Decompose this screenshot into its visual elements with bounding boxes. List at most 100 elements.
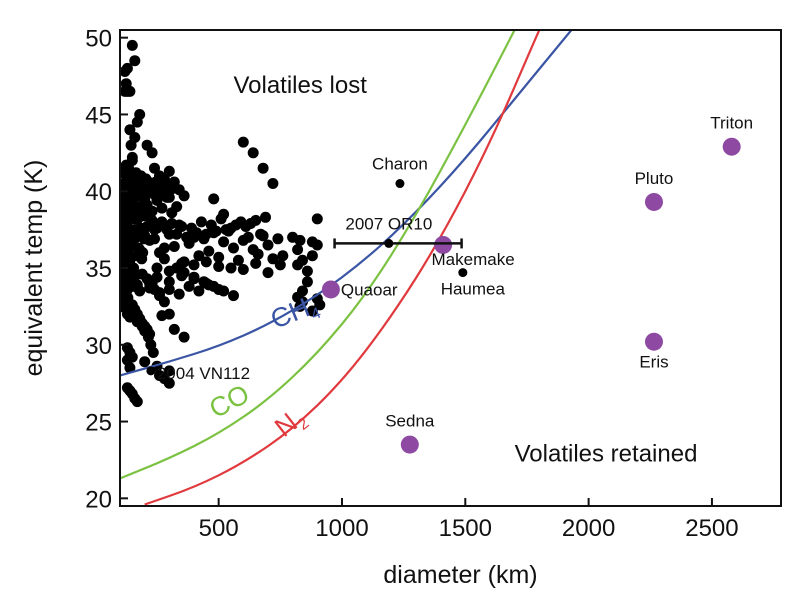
label-haumea: Haumea	[441, 280, 506, 299]
population-point	[188, 259, 200, 271]
population-point	[306, 305, 318, 317]
population-point	[146, 205, 158, 217]
population-point	[228, 242, 239, 254]
population-point	[158, 253, 170, 265]
population-point	[242, 231, 254, 243]
x-axis-ticks: 500 1000 1500 2000 2500	[199, 498, 739, 542]
population-point	[151, 262, 163, 274]
x-tick-label: 2000	[562, 515, 615, 542]
population-point	[257, 162, 269, 174]
population-point	[294, 234, 306, 246]
population-point	[125, 139, 137, 151]
population-point	[255, 228, 267, 240]
population-point	[176, 221, 188, 232]
population-point	[144, 328, 156, 340]
population-point	[178, 331, 190, 343]
population-point	[168, 323, 180, 335]
population-point	[183, 280, 195, 292]
population-point	[121, 85, 133, 97]
population-point	[126, 151, 138, 163]
point-eris	[644, 332, 663, 351]
curve-label-co: CO	[204, 379, 254, 425]
population-point	[272, 233, 284, 245]
population-point	[120, 66, 131, 77]
label-2007-or10: 2007 OR10	[345, 214, 432, 233]
population-point	[139, 356, 151, 368]
point-sedna	[400, 435, 419, 454]
curve-co	[120, 30, 516, 480]
population-point	[218, 285, 230, 297]
point-2007-or10	[384, 238, 394, 248]
y-tick-label: 20	[85, 486, 112, 513]
retention-curves	[120, 30, 573, 506]
population-point	[237, 264, 249, 275]
population-point	[247, 147, 259, 159]
population-point	[208, 280, 220, 292]
population-point	[129, 55, 141, 67]
x-tick-label: 1500	[439, 515, 492, 542]
point-haumea	[458, 268, 468, 278]
population-point	[213, 251, 225, 263]
y-tick-label: 35	[85, 256, 112, 283]
population-point	[163, 308, 175, 320]
population-point	[210, 225, 222, 237]
population-point	[178, 190, 190, 202]
population-point	[237, 136, 249, 148]
y-tick-label: 45	[85, 102, 112, 129]
population-point	[200, 228, 212, 240]
x-axis-label: diameter (km)	[383, 561, 537, 589]
y-axis-ticks: 20 25 30 35 40 45 50	[85, 26, 128, 513]
population-point	[203, 245, 215, 257]
population-point	[163, 276, 175, 288]
population-point	[193, 285, 205, 297]
population-point	[166, 218, 178, 229]
population-point	[260, 211, 271, 223]
curve-ch	[120, 30, 573, 377]
population-point	[195, 216, 207, 228]
label-triton: Triton	[710, 114, 753, 133]
population-point	[262, 239, 274, 251]
point-triton	[722, 137, 741, 156]
named-objects: Triton Pluto Eris Makemake Quaoar Sedna Charon…	[146, 114, 753, 454]
curve-label-n: N2	[269, 401, 312, 445]
population-point	[225, 262, 237, 274]
population-point	[173, 288, 185, 300]
label-quaoar: Quaoar	[341, 280, 398, 299]
population-point	[139, 193, 151, 205]
y-axis-label: equivalent temp (K)	[20, 160, 48, 377]
population-point	[228, 290, 239, 302]
population-point	[208, 193, 220, 205]
label-sedna: Sedna	[385, 412, 435, 431]
x-tick-label: 2500	[685, 515, 738, 542]
y-tick-label: 25	[85, 410, 112, 437]
population-point	[131, 396, 143, 408]
point-2004-vn112	[146, 366, 156, 376]
population-point	[120, 159, 132, 171]
region-label-volatiles-retained: Volatiles retained	[515, 440, 698, 467]
population-point	[301, 265, 313, 277]
label-makemake: Makemake	[432, 250, 515, 269]
population-point	[120, 176, 133, 189]
population-point	[213, 261, 225, 272]
population-point	[146, 147, 158, 159]
population-point	[250, 257, 262, 269]
population-point	[163, 165, 175, 177]
population-point	[311, 213, 323, 225]
point-quaoar	[321, 280, 340, 299]
label-pluto: Pluto	[635, 169, 674, 188]
population-point	[124, 362, 136, 374]
population-point	[198, 276, 210, 288]
population-point	[149, 233, 160, 245]
population-point	[171, 201, 183, 213]
population-point	[191, 227, 202, 239]
population-point	[163, 191, 175, 203]
population-point	[200, 256, 212, 268]
label-charon: Charon	[372, 155, 428, 174]
point-pluto	[644, 192, 663, 211]
population-point	[292, 259, 304, 271]
population-points	[120, 39, 326, 408]
population-point	[193, 250, 205, 262]
population-point	[218, 236, 230, 248]
population-point	[267, 178, 279, 189]
